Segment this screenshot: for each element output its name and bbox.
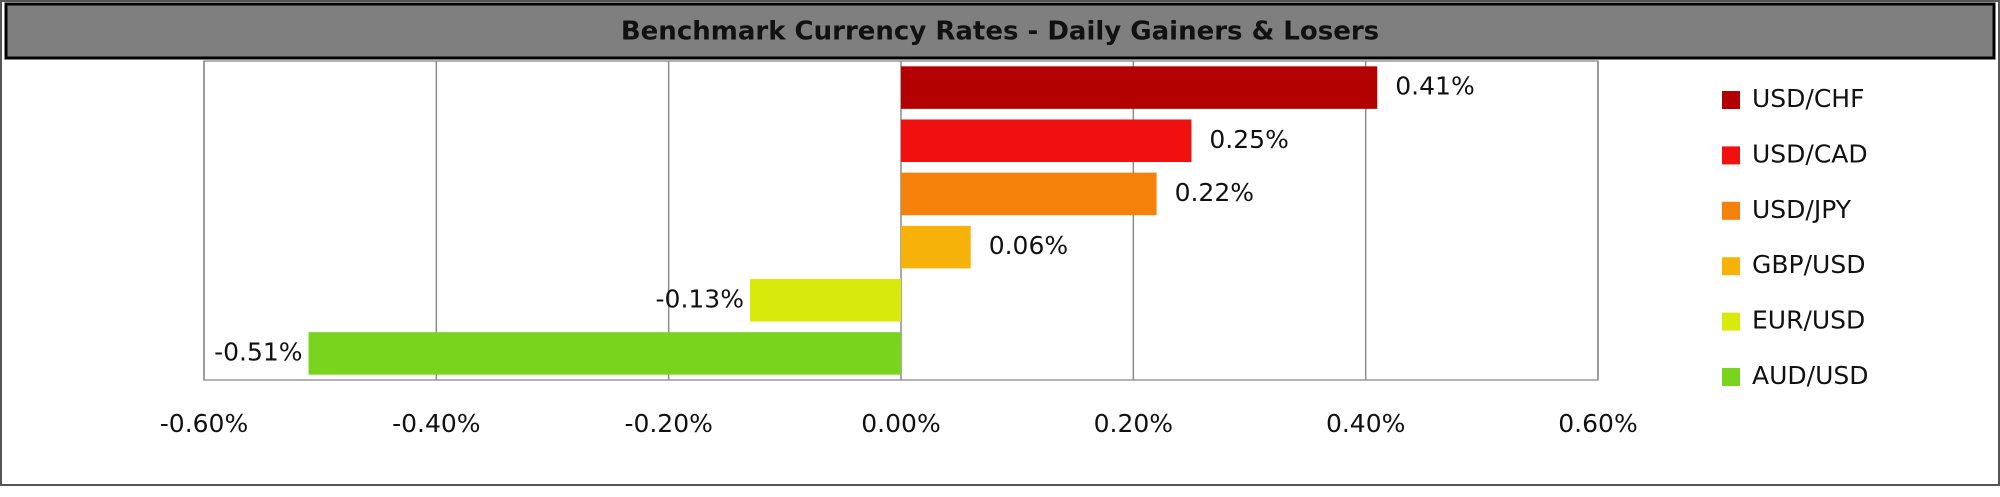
legend-label: EUR/USD [1752, 306, 1865, 335]
data-label: -0.13% [656, 284, 744, 313]
x-tick-label: 0.60% [1558, 409, 1637, 438]
title-bar [4, 2, 1996, 60]
x-tick-label: -0.40% [392, 409, 480, 438]
x-tick-label: 0.40% [1326, 409, 1405, 438]
legend-swatch [1722, 312, 1740, 331]
x-tick-label: -0.20% [624, 409, 712, 438]
bar [901, 225, 971, 269]
legend-label: USD/JPY [1752, 195, 1852, 224]
legend-label: USD/CAD [1752, 139, 1868, 168]
legend-swatch [1722, 91, 1740, 109]
bar [901, 119, 1192, 163]
chart-title: Benchmark Currency Rates - Daily Gainers… [621, 17, 1379, 47]
legend-swatch [1722, 201, 1740, 220]
x-tick-label: 0.20% [1094, 409, 1173, 438]
legend-label: USD/CHF [1752, 84, 1864, 113]
data-label: 0.06% [989, 231, 1068, 260]
bar [308, 332, 901, 375]
data-label: 0.22% [1175, 178, 1254, 207]
x-tick-label: -0.60% [160, 409, 248, 438]
data-label: 0.25% [1209, 125, 1288, 154]
bar [749, 278, 901, 322]
x-tick-label: 0.00% [861, 409, 940, 438]
legend-label: GBP/USD [1752, 250, 1865, 279]
legend-swatch [1722, 146, 1740, 165]
bar [901, 172, 1157, 216]
bar [901, 66, 1378, 109]
legend-label: AUD/USD [1752, 361, 1869, 390]
data-label: 0.41% [1395, 72, 1474, 101]
legend-swatch [1722, 368, 1740, 386]
legend-swatch [1722, 257, 1740, 276]
data-label: -0.51% [214, 337, 302, 366]
